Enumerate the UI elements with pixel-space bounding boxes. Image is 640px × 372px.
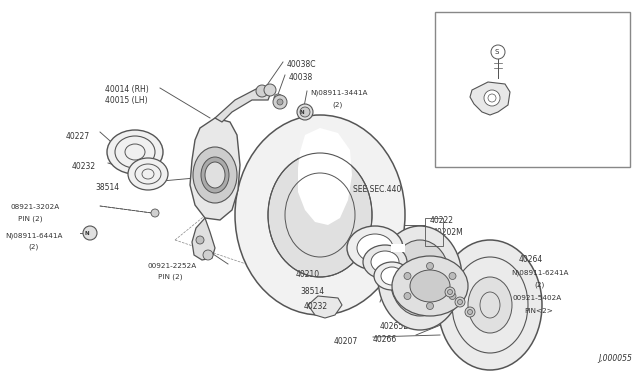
Bar [425,218,443,246]
Circle shape [256,85,268,97]
Polygon shape [192,218,215,260]
Circle shape [404,273,411,279]
Polygon shape [190,118,240,220]
Circle shape [447,289,452,295]
Text: 00921-2252A: 00921-2252A [148,263,197,269]
Circle shape [274,94,282,102]
Circle shape [467,310,472,314]
Ellipse shape [392,256,468,316]
Circle shape [264,84,276,96]
Ellipse shape [363,245,407,279]
Text: 40265E: 40265E [380,322,409,331]
Text: 40227: 40227 [66,132,90,141]
Text: 40266: 40266 [373,335,397,344]
Text: (2): (2) [332,101,342,108]
Text: (2): (2) [534,282,544,289]
Text: N)08911-6241A: N)08911-6241A [511,270,568,276]
Ellipse shape [390,240,450,316]
Circle shape [455,297,465,307]
Circle shape [297,104,313,120]
Circle shape [484,90,500,106]
Polygon shape [308,296,342,318]
Text: 00921-5402A: 00921-5402A [513,295,563,301]
Ellipse shape [205,162,225,188]
Text: PIN (2): PIN (2) [158,274,182,280]
Text: N)08911-6441A: N)08911-6441A [5,232,63,238]
Text: PIN (2): PIN (2) [18,215,42,221]
Text: 40207: 40207 [334,337,358,346]
Text: 40015 (LH): 40015 (LH) [105,96,148,105]
Text: S: S [495,49,499,55]
Ellipse shape [193,147,237,203]
Ellipse shape [107,130,163,174]
Circle shape [404,292,411,299]
Text: 40624: 40624 [502,119,526,128]
Circle shape [445,287,455,297]
Text: S)09363-6122G: S)09363-6122G [487,33,544,39]
Polygon shape [215,88,272,122]
Polygon shape [298,128,352,225]
Ellipse shape [235,115,405,315]
Text: PIN<2>: PIN<2> [524,308,553,314]
Text: N: N [84,231,90,235]
Text: 40232: 40232 [72,162,96,171]
Bar [435,12,630,167]
Circle shape [203,250,213,260]
Text: J,000055: J,000055 [598,354,632,363]
Circle shape [300,107,310,117]
Circle shape [465,307,475,317]
Ellipse shape [410,270,450,302]
Circle shape [426,263,433,269]
Text: 40264: 40264 [519,255,543,264]
Circle shape [151,209,159,217]
Text: 40038C: 40038C [287,60,317,69]
Ellipse shape [374,262,410,290]
Circle shape [83,226,97,240]
Circle shape [449,292,456,299]
Text: (2): (2) [28,243,38,250]
Polygon shape [470,82,510,115]
Circle shape [458,299,463,305]
Polygon shape [391,244,405,252]
Ellipse shape [268,153,372,277]
Ellipse shape [347,226,403,270]
Text: 40210: 40210 [296,270,320,279]
Text: 40202M: 40202M [433,228,464,237]
Ellipse shape [468,277,512,333]
Text: SEE SEC.440: SEE SEC.440 [353,185,401,194]
Ellipse shape [371,251,399,273]
Text: 40038: 40038 [289,73,313,82]
Ellipse shape [438,240,542,370]
Text: 08921-3202A: 08921-3202A [10,204,60,210]
Text: 40222: 40222 [430,216,454,225]
Ellipse shape [357,234,393,262]
Circle shape [426,302,433,310]
Circle shape [449,273,456,279]
Text: N)08911-3441A: N)08911-3441A [310,89,367,96]
Ellipse shape [381,267,403,285]
Text: (2): (2) [500,46,510,52]
Text: 40014 (RH): 40014 (RH) [105,85,148,94]
Circle shape [196,236,204,244]
Ellipse shape [128,158,168,190]
Text: 38514: 38514 [95,183,119,192]
Text: N: N [300,109,304,115]
Ellipse shape [378,226,462,330]
Text: 40232: 40232 [304,302,328,311]
Ellipse shape [404,258,436,298]
Text: 38514: 38514 [300,287,324,296]
Ellipse shape [201,157,229,193]
Circle shape [277,99,283,105]
Circle shape [273,95,287,109]
